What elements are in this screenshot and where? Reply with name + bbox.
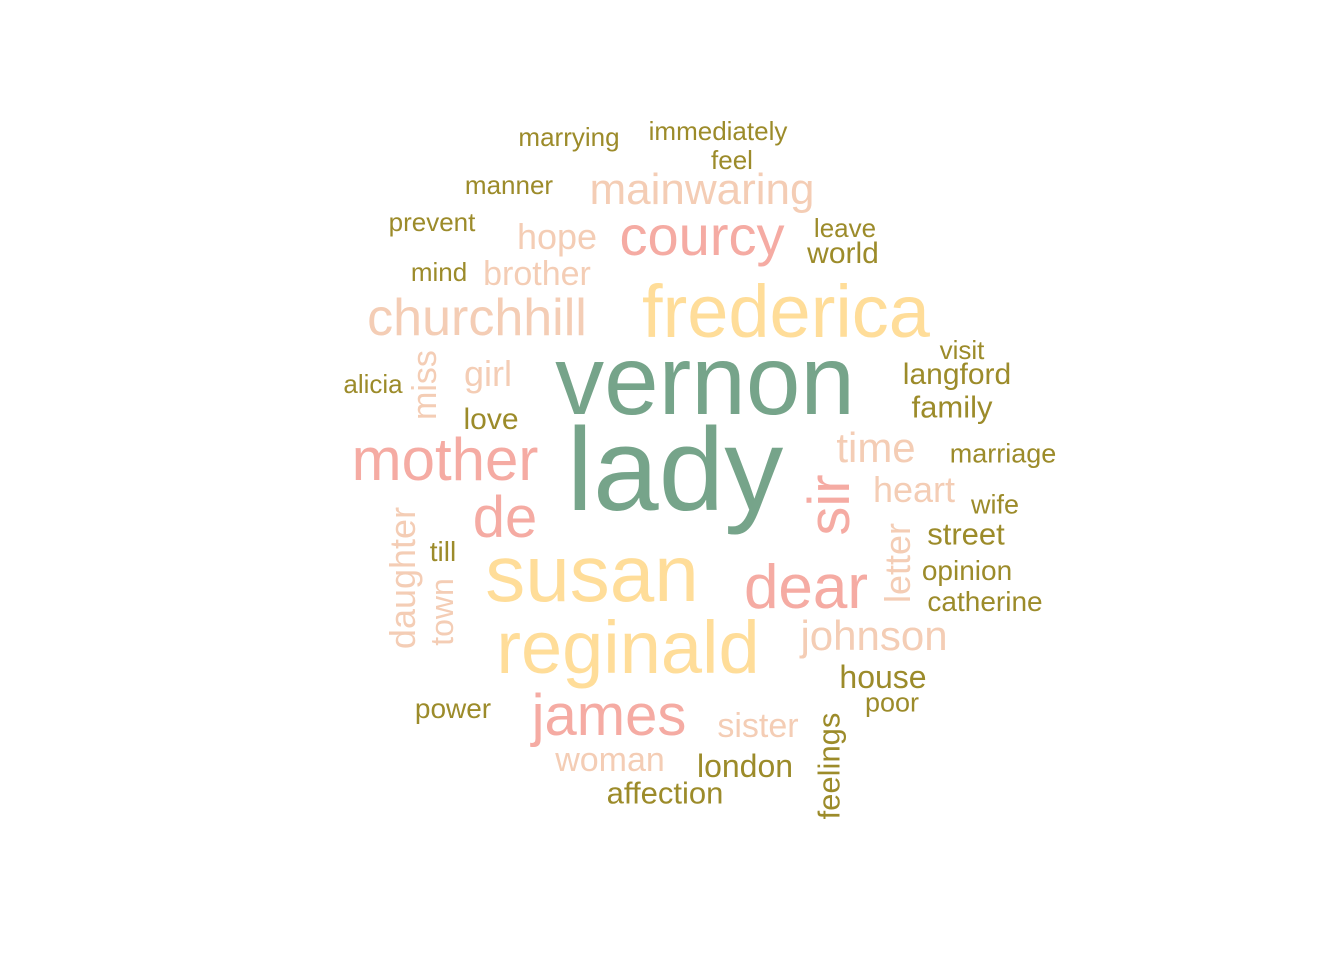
word-opinion: opinion [921, 555, 1013, 586]
word-vernon: vernon [555, 325, 855, 435]
word-de: de [472, 485, 538, 550]
word-brother: brother [483, 255, 591, 293]
word-hope: hope [516, 216, 598, 257]
word-london: london [696, 748, 794, 784]
word-churchhill: churchhill [367, 289, 587, 347]
word-lady: lady [566, 404, 784, 536]
word-johnson: johnson [800, 612, 948, 659]
word-woman: woman [555, 741, 665, 779]
word-langford: langford [902, 358, 1012, 391]
word-till: till [429, 536, 457, 567]
word-daughter: daughter [382, 506, 423, 650]
word-love: love [463, 403, 519, 436]
word-world: world [807, 237, 879, 270]
word-heart: heart [872, 469, 956, 510]
word-immediately: immediately [648, 116, 788, 146]
word-alicia: alicia [343, 369, 403, 399]
word-letter: letter [877, 522, 918, 604]
word-affection: affection [606, 775, 724, 811]
word-courcy: courcy [619, 204, 785, 267]
word-mother: mother [351, 426, 539, 493]
word-manner: manner [464, 170, 554, 200]
word-frederica: frederica [642, 270, 930, 353]
word-street: street [927, 516, 1005, 552]
word-dear: dear [743, 553, 869, 622]
word-marriage: marriage [949, 438, 1057, 469]
word-visit: visit [939, 335, 985, 365]
word-feel: feel [711, 145, 753, 175]
word-leave: leave [813, 213, 877, 243]
word-mainwaring: mainwaring [589, 165, 815, 214]
word-house: house [839, 659, 927, 695]
word-sister: sister [717, 707, 799, 745]
word-time: time [836, 424, 916, 471]
word-reginald: reginald [496, 606, 760, 689]
word-town: town [424, 578, 460, 646]
word-catherine: catherine [927, 586, 1043, 617]
word-girl: girl [463, 353, 513, 394]
word-poor: poor [864, 687, 920, 718]
word-sir: sir [797, 474, 862, 536]
word-feelings: feelings [811, 712, 847, 820]
word-james: james [531, 683, 687, 748]
word-marrying: marrying [518, 122, 620, 152]
word-wife: wife [970, 489, 1020, 520]
word-family: family [911, 389, 993, 425]
word-susan: susan [485, 529, 699, 618]
word-mind: mind [410, 257, 468, 287]
word-prevent: prevent [388, 207, 476, 237]
word-power: power [414, 693, 492, 724]
word-miss: miss [406, 350, 444, 420]
